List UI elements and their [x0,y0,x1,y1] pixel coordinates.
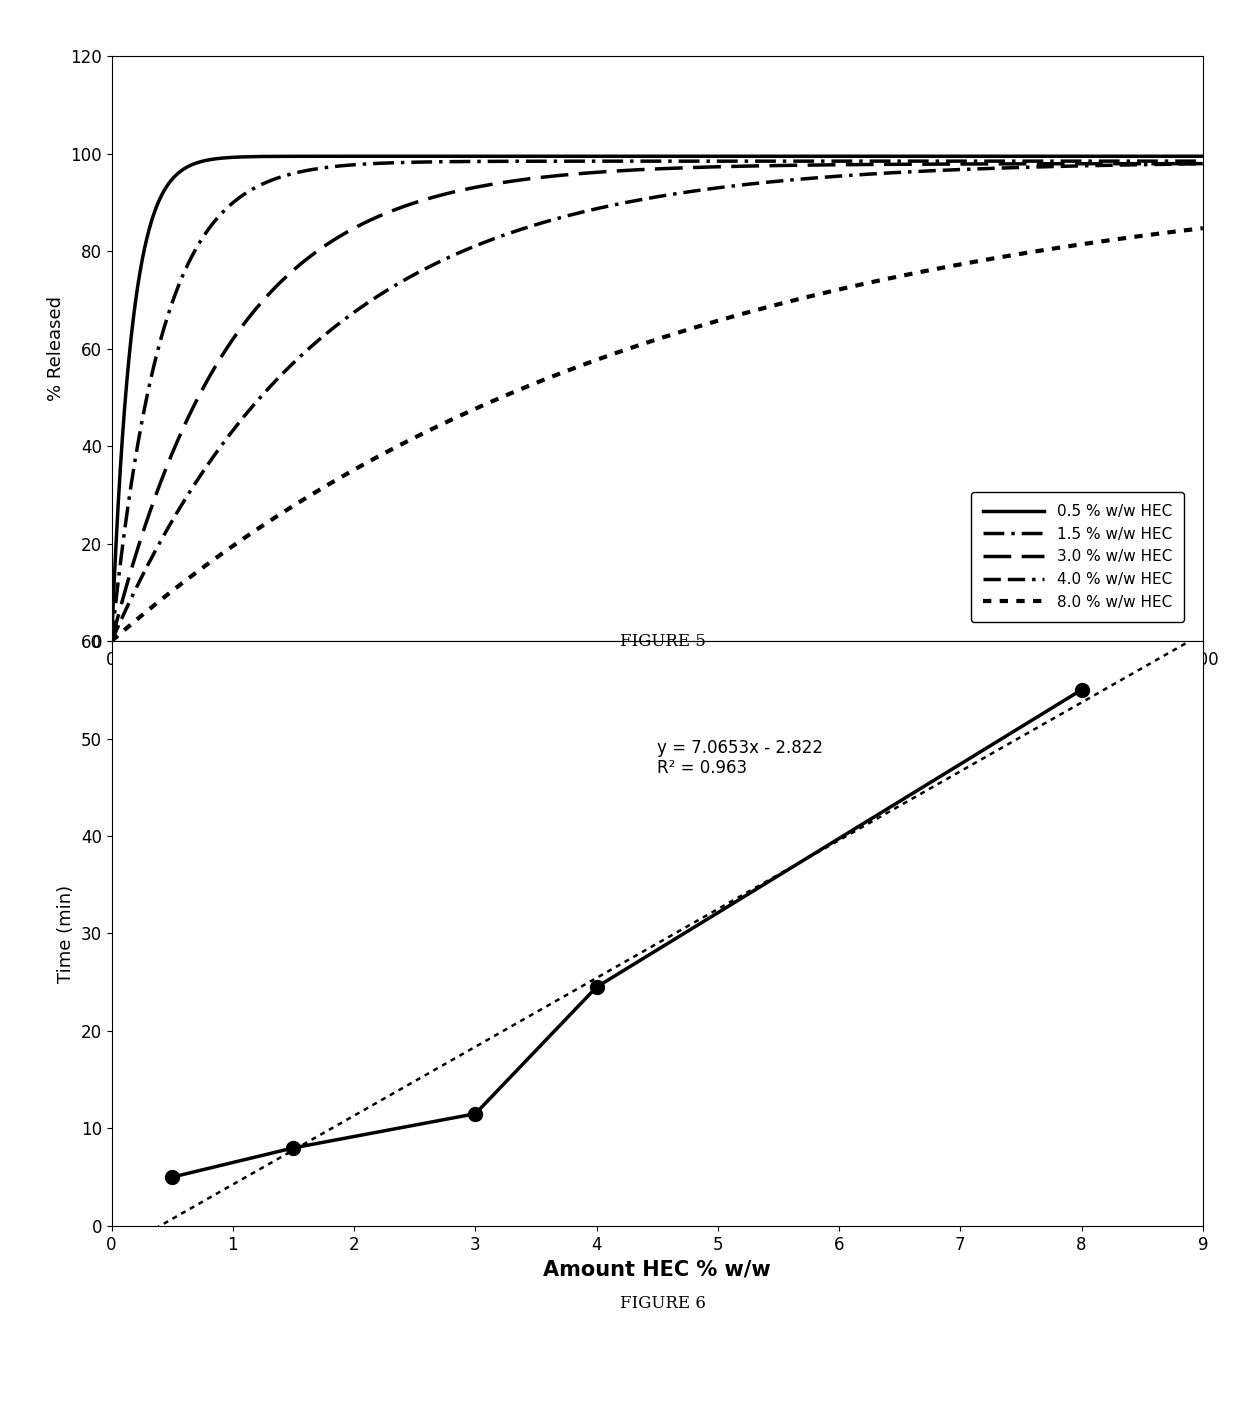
1.5 % w/w HEC [228,192,243,209]
Y-axis label: Time (min): Time (min) [57,885,76,982]
Text: FIGURE 6: FIGURE 6 [620,1295,707,1312]
8.0 % w/w HEC [228,535,243,552]
4.0 % w/w HEC [228,418,243,435]
4.0 % w/w HEC [294,348,309,365]
3.0 % w/w HEC [294,255,309,272]
8.0 % w/w HEC [1174,223,1189,240]
0.5 % w/w HEC [228,149,243,166]
Line: 1.5 % w/w HEC: 1.5 % w/w HEC [112,161,1203,641]
1.5 % w/w HEC [1174,152,1189,169]
4.0 % w/w HEC [1056,158,1071,175]
0.5 % w/w HEC [1195,148,1210,165]
0.5 % w/w HEC [1056,148,1071,165]
Legend: 0.5 % w/w HEC, 1.5 % w/w HEC, 3.0 % w/w HEC, 4.0 % w/w HEC, 8.0 % w/w HEC: 0.5 % w/w HEC, 1.5 % w/w HEC, 3.0 % w/w … [971,492,1184,621]
0.5 % w/w HEC [570,148,585,165]
3.0 % w/w HEC [1056,155,1071,172]
4.0 % w/w HEC [104,633,119,650]
1.5 % w/w HEC [294,163,309,180]
3.0 % w/w HEC [522,170,537,187]
1.5 % w/w HEC [1195,152,1210,169]
Line: 0.5 % w/w HEC: 0.5 % w/w HEC [112,156,1203,641]
3.0 % w/w HEC [1174,155,1189,172]
Line: 8.0 % w/w HEC: 8.0 % w/w HEC [112,228,1203,641]
4.0 % w/w HEC [1174,155,1189,172]
4.0 % w/w HEC [522,218,537,235]
3.0 % w/w HEC [228,327,243,344]
0.5 % w/w HEC [1174,148,1189,165]
8.0 % w/w HEC [1195,220,1210,237]
8.0 % w/w HEC [294,493,309,510]
8.0 % w/w HEC [104,633,119,650]
0.5 % w/w HEC [847,148,862,165]
1.5 % w/w HEC [104,633,119,650]
Line: 4.0 % w/w HEC: 4.0 % w/w HEC [112,163,1203,641]
8.0 % w/w HEC [1056,238,1071,255]
X-axis label: Amount HEC % w/w: Amount HEC % w/w [543,1260,771,1279]
4.0 % w/w HEC [570,204,585,221]
1.5 % w/w HEC [522,152,537,169]
8.0 % w/w HEC [522,376,537,393]
3.0 % w/w HEC [570,165,585,182]
Y-axis label: % Released: % Released [47,296,64,402]
8.0 % w/w HEC [570,358,585,375]
0.5 % w/w HEC [294,148,309,165]
1.5 % w/w HEC [570,152,585,169]
0.5 % w/w HEC [522,148,537,165]
Text: y = 7.0653x - 2.822
R² = 0.963: y = 7.0653x - 2.822 R² = 0.963 [657,738,823,778]
X-axis label: Time (min): Time (min) [598,675,717,693]
1.5 % w/w HEC [1056,152,1071,169]
3.0 % w/w HEC [1195,155,1210,172]
4.0 % w/w HEC [1195,155,1210,172]
Text: FIGURE 5: FIGURE 5 [620,633,707,650]
0.5 % w/w HEC [104,633,119,650]
3.0 % w/w HEC [104,633,119,650]
Line: 3.0 % w/w HEC: 3.0 % w/w HEC [112,163,1203,641]
